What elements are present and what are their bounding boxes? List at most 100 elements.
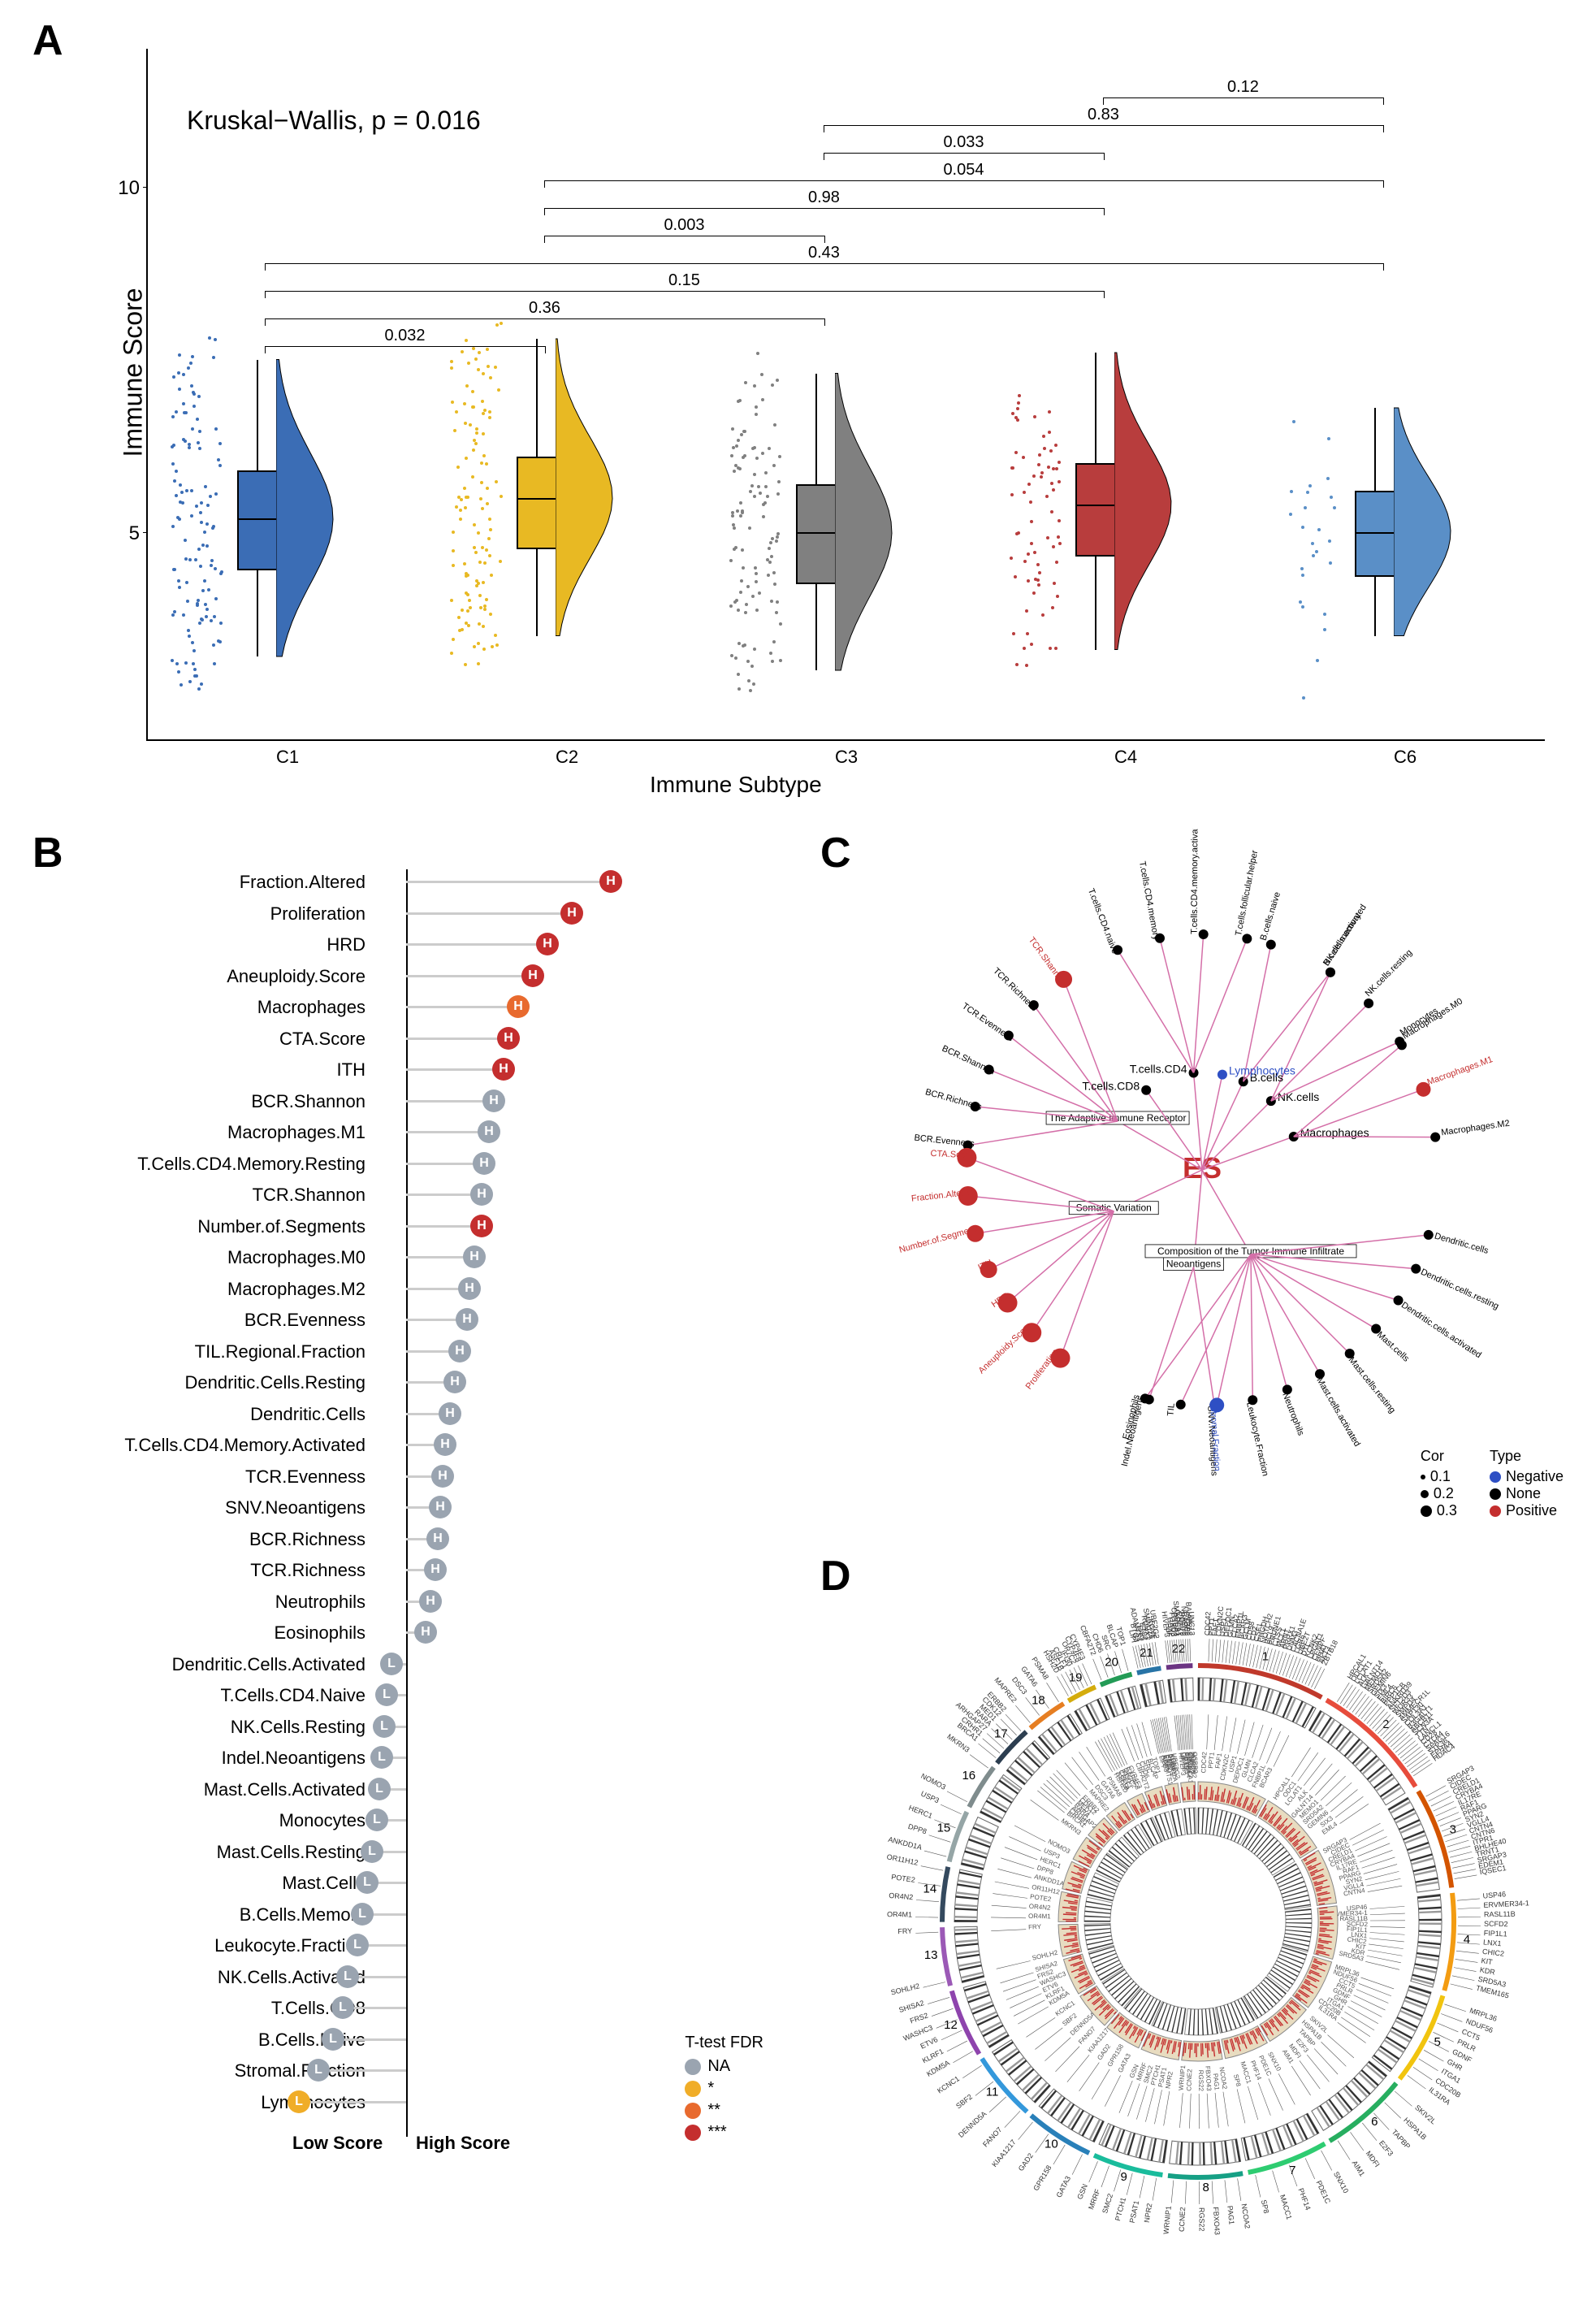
svg-text:Leukocyte.Fraction: Leukocyte.Fraction [1244, 1401, 1270, 1477]
svg-text:NPR2: NPR2 [1143, 2203, 1154, 2223]
lollipop-dot: H [443, 1371, 466, 1393]
x-label-high: High Score [416, 2133, 510, 2154]
x-axis-label: Immune Subtype [650, 772, 822, 798]
lollipop-dot: L [346, 1934, 369, 1956]
lollipop-dot: L [380, 1653, 403, 1675]
lollipop-label: T.Cells.CD4.Memory.Activated [124, 1435, 365, 1456]
figure-container: A Immune Score Immune Subtype Kruskal−Wa… [16, 16, 1580, 2293]
legend-item: * [685, 2079, 763, 2098]
panel-a: A Immune Score Immune Subtype Kruskal−Wa… [16, 16, 1580, 804]
sig-pvalue: 0.054 [943, 161, 984, 180]
svg-text:PTCH1: PTCH1 [1114, 2197, 1127, 2222]
svg-text:POTE2: POTE2 [891, 1873, 916, 1884]
svg-text:TIL: TIL [1166, 1403, 1176, 1417]
svg-text:KCNC1: KCNC1 [936, 2074, 961, 2095]
lollipop-dot: H [434, 1433, 456, 1456]
lollipop-label: Macrophages.M2 [227, 1279, 365, 1300]
svg-text:6: 6 [1371, 2115, 1378, 2129]
svg-text:16: 16 [962, 1769, 975, 1783]
legend-item: ** [685, 2101, 763, 2120]
sig-pvalue: 0.98 [808, 188, 840, 207]
svg-text:KIT: KIT [1481, 1956, 1494, 1966]
svg-text:MRRF: MRRF [1087, 2188, 1101, 2211]
lollipop-dot: L [331, 1996, 354, 2019]
svg-text:PDE1C: PDE1C [1315, 2179, 1333, 2205]
svg-text:MACC1: MACC1 [1278, 2194, 1294, 2220]
boxplot [517, 49, 557, 739]
legend-cor-item: 0.2 [1421, 1485, 1457, 1502]
svg-text:OR4N2: OR4N2 [1028, 1903, 1051, 1912]
sig-pvalue: 0.36 [529, 299, 560, 318]
lollipop-label: CTA.Score [279, 1029, 365, 1050]
panel-d-circos: 12345678910111213141516171819202122CDC42… [812, 1552, 1580, 2275]
x-tick-label: C4 [1114, 747, 1137, 768]
svg-text:NK.cells.resting: NK.cells.resting [1364, 948, 1415, 999]
svg-text:NOMO3: NOMO3 [919, 1772, 947, 1791]
svg-text:GAD2: GAD2 [1017, 2151, 1035, 2173]
svg-text:BCR.Richness: BCR.Richness [924, 1087, 984, 1112]
svg-text:SNX10: SNX10 [1332, 2170, 1350, 2194]
svg-text:B.cells.memory: B.cells.memory [1321, 911, 1363, 968]
lollipop-dot: H [426, 1527, 449, 1550]
svg-text:Mast.cells: Mast.cells [1375, 1330, 1412, 1364]
lollipop-dot: L [351, 1903, 374, 1926]
sig-pvalue: 0.032 [384, 327, 425, 345]
svg-text:T.cells.CD4.memory: T.cells.CD4.memory [1137, 860, 1161, 941]
svg-text:FIP1L1: FIP1L1 [1483, 1929, 1507, 1938]
x-tick-label: C3 [835, 747, 858, 768]
x-tick-label: C2 [556, 747, 578, 768]
svg-text:BCR.Evenness: BCR.Evenness [914, 1133, 975, 1150]
svg-text:SOHLH2: SOHLH2 [890, 1982, 920, 1996]
svg-text:GATA3: GATA3 [1055, 2175, 1072, 2199]
svg-text:WRNIP1: WRNIP1 [1162, 2206, 1173, 2235]
svg-text:9: 9 [1121, 2170, 1127, 2184]
svg-text:E2F3: E2F3 [1378, 2139, 1395, 2158]
y-tick-label: 5 [111, 522, 140, 545]
lollipop-label: Mast.Cells.Resting [217, 1842, 365, 1863]
chart-a-area: 510C1C2C3C4C60.0320.360.150.430.0030.980… [146, 49, 1545, 741]
lollipop-label: Fraction.Altered [240, 872, 365, 893]
lollipop-dot: H [536, 933, 559, 955]
lollipop-label: Dendritic.Cells [250, 1404, 365, 1425]
svg-text:TCR.Shannon: TCR.Shannon [1027, 935, 1068, 986]
sig-pvalue: 0.83 [1088, 106, 1119, 124]
lollipop-dot: H [599, 870, 622, 893]
lollipop-dot: H [521, 964, 544, 987]
svg-text:TCR.Evenness: TCR.Evenness [960, 1001, 1015, 1043]
x-tick-label: C6 [1394, 747, 1417, 768]
panel-c-label: C [820, 829, 851, 877]
svg-text:RGS22: RGS22 [1197, 2070, 1205, 2092]
lollipop-dot: L [307, 2059, 330, 2082]
lollipop-label: Neutrophils [275, 1592, 365, 1613]
svg-text:Mast.cells.activated: Mast.cells.activated [1314, 1376, 1361, 1449]
svg-text:Lymphocytes: Lymphocytes [1229, 1064, 1295, 1077]
svg-text:OR11H12: OR11H12 [886, 1852, 919, 1867]
svg-text:KIAA1217: KIAA1217 [990, 2138, 1017, 2169]
lollipop-dot: L [288, 2090, 310, 2113]
lollipop-label: T.Cells.CD4.Memory.Resting [137, 1154, 365, 1175]
lollipop-dot: H [560, 902, 583, 925]
lollipop-dot: H [448, 1340, 471, 1362]
sig-pvalue: 0.033 [943, 133, 984, 152]
svg-text:CCNE2: CCNE2 [1185, 2069, 1193, 2091]
svg-text:RGS22: RGS22 [1198, 2207, 1206, 2232]
svg-text:Aneuploidy.Score: Aneuploidy.Score [977, 1321, 1034, 1376]
svg-text:GPR158: GPR158 [1032, 2164, 1053, 2192]
panel-a-label: A [32, 16, 63, 65]
svg-text:Dendritic.cells.resting: Dendritic.cells.resting [1419, 1267, 1500, 1312]
panel-b-legend: T-test FDR NA****** [685, 2034, 763, 2145]
lollipop-label: Monocytes [279, 1810, 365, 1831]
svg-text:20: 20 [1105, 1656, 1118, 1670]
lollipop-dot: L [368, 1778, 391, 1800]
lollipop-dot: H [424, 1558, 447, 1581]
y-axis-label: Immune Score [119, 288, 149, 457]
panel-c-tree: ESThe Adaptive Immune ReceptorTCR.Shanno… [812, 829, 1580, 1536]
svg-text:T.cells.CD8: T.cells.CD8 [1082, 1080, 1140, 1093]
lollipop-label: Aneuploidy.Score [227, 966, 365, 987]
x-tick-label: C1 [276, 747, 299, 768]
svg-text:SBF2: SBF2 [954, 2093, 974, 2111]
lollipop-dot: L [356, 1871, 378, 1894]
svg-text:SKIV2L: SKIV2L [1413, 2103, 1438, 2126]
legend-title: T-test FDR [685, 2034, 763, 2052]
lollipop-dot: L [322, 2028, 344, 2051]
